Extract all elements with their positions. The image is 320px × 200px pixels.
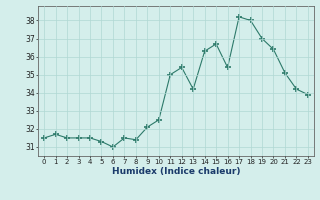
X-axis label: Humidex (Indice chaleur): Humidex (Indice chaleur) <box>112 167 240 176</box>
